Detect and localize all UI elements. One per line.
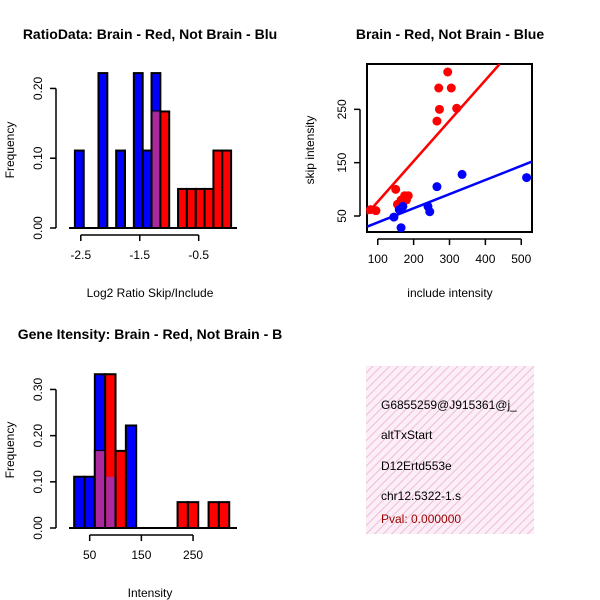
scatter-point-brain bbox=[432, 116, 442, 126]
intensity-y-tick-label: 0.00 bbox=[31, 516, 45, 540]
intensity-y-tick-label: 0.30 bbox=[31, 377, 45, 401]
ratio-bar-brain bbox=[177, 187, 188, 229]
ratio-x-tick-label: -2.5 bbox=[70, 248, 91, 262]
info-pval: Pval: 0.000000 bbox=[381, 512, 461, 526]
scatter-point-not-brain bbox=[425, 207, 435, 217]
intensity-x-tick-label: 50 bbox=[83, 548, 97, 562]
scatter-points bbox=[366, 67, 532, 233]
scatter-y-tick-label: 150 bbox=[335, 152, 349, 172]
ratio-bar-not-brain bbox=[73, 149, 85, 229]
scatter-point-brain bbox=[434, 104, 444, 114]
ratio-bar-overlap bbox=[152, 111, 160, 227]
scatter-point-not-brain bbox=[432, 182, 442, 192]
ratio-bar-brain bbox=[194, 187, 206, 229]
intensity-y-axis: 0.00 0.10 0.20 0.30 bbox=[31, 377, 57, 540]
ratio-bar-brain bbox=[159, 110, 171, 229]
ratio-chart-title: RatioData: Brain - Red, Not Brain - Blu bbox=[23, 26, 277, 42]
ratio-x-axis: -2.5 -1.5 -0.5 bbox=[70, 234, 209, 262]
intensity-histogram-panel: Gene Itensity: Brain - Red, Not Brain - … bbox=[3, 326, 282, 600]
scatter-x-tick-label: 300 bbox=[439, 252, 459, 266]
scatter-x-tick-label: 500 bbox=[511, 252, 531, 266]
intensity-bar-not-brain bbox=[83, 475, 96, 529]
scatter-y-tick-label: 50 bbox=[335, 209, 349, 223]
scatter-x-tick-label: 400 bbox=[475, 252, 495, 266]
ratio-x-tick-label: -1.5 bbox=[129, 248, 150, 262]
intensity-y-axis-label: Frequency bbox=[3, 422, 17, 479]
scatter-point-brain bbox=[371, 206, 381, 216]
scatter-x-tick-label: 100 bbox=[368, 252, 388, 266]
intensity-bars bbox=[69, 373, 237, 530]
scatter-chart-title: Brain - Red, Not Brain - Blue bbox=[356, 26, 544, 42]
scatter-plot-frame bbox=[366, 63, 533, 233]
intensity-x-axis-label: Intensity bbox=[128, 586, 173, 600]
scatter-point-not-brain bbox=[522, 173, 532, 183]
intensity-x-axis: 50 150 250 bbox=[83, 534, 203, 562]
scatter-y-tick-label: 250 bbox=[335, 99, 349, 119]
scatter-point-brain bbox=[391, 184, 401, 194]
ratio-bars bbox=[69, 72, 237, 229]
scatter-point-not-brain bbox=[396, 223, 406, 233]
scatter-point-not-brain bbox=[457, 169, 467, 179]
scatter-point-brain bbox=[434, 83, 444, 93]
intensity-bar-brain bbox=[114, 449, 127, 529]
intensity-chart-title: Gene Itensity: Brain - Red, Not Brain - … bbox=[18, 326, 282, 342]
intensity-x-tick-label: 250 bbox=[183, 548, 203, 562]
info-accession: D12Ertd553e bbox=[381, 459, 452, 473]
scatter-y-axis-label: skip intensity bbox=[303, 116, 317, 185]
ratio-bar-not-brain bbox=[132, 72, 144, 229]
ratio-bar-not-brain bbox=[141, 149, 153, 229]
info-gene-id: G6855259@J915361@j_ bbox=[381, 398, 517, 412]
ratio-y-tick-label: 0.20 bbox=[31, 76, 45, 100]
ratio-bar-brain bbox=[203, 187, 215, 229]
intensity-bar-overlap bbox=[95, 450, 105, 527]
intensity-y-tick-label: 0.20 bbox=[31, 424, 45, 448]
info-event-type: altTxStart bbox=[381, 428, 433, 442]
intensity-bar-brain bbox=[217, 501, 231, 529]
intensity-bar-brain bbox=[176, 501, 189, 529]
intensity-bar-brain bbox=[207, 501, 220, 529]
scatter-point-not-brain bbox=[398, 201, 408, 211]
info-box-background bbox=[366, 366, 534, 534]
scatter-panel: Brain - Red, Not Brain - Blue include in… bbox=[303, 26, 544, 300]
info-panel: G6855259@J915361@j_ altTxStart D12Ertd55… bbox=[366, 366, 534, 534]
ratio-bar-brain bbox=[221, 149, 233, 229]
scatter-point-brain bbox=[443, 67, 453, 77]
ratio-histogram-panel: RatioData: Brain - Red, Not Brain - Blu … bbox=[3, 26, 277, 300]
intensity-bar-not-brain bbox=[73, 475, 86, 529]
scatter-x-axis-label: include intensity bbox=[407, 286, 492, 300]
scatter-point-brain bbox=[403, 191, 413, 201]
intensity-bar-overlap bbox=[106, 476, 115, 527]
intensity-x-tick-label: 150 bbox=[131, 548, 151, 562]
ratio-bar-brain bbox=[185, 187, 197, 229]
scatter-x-axis: 100 200 300 400 500 bbox=[368, 238, 532, 266]
scatter-x-tick-label: 200 bbox=[404, 252, 424, 266]
scatter-fit-brain bbox=[366, 63, 501, 215]
intensity-bar-brain bbox=[186, 501, 200, 529]
intensity-y-tick-label: 0.10 bbox=[31, 470, 45, 494]
ratio-bar-not-brain bbox=[97, 72, 109, 229]
ratio-x-tick-label: -0.5 bbox=[188, 248, 209, 262]
info-location: chr12.5322-1.s bbox=[381, 489, 461, 503]
ratio-x-axis-label: Log2 Ratio Skip/Include bbox=[87, 286, 214, 300]
ratio-y-tick-label: 0.00 bbox=[31, 216, 45, 240]
scatter-point-brain bbox=[446, 83, 456, 93]
scatter-y-axis: 50 150 250 bbox=[335, 99, 361, 223]
ratio-y-tick-label: 0.10 bbox=[31, 146, 45, 170]
ratio-bar-not-brain bbox=[115, 149, 127, 229]
scatter-point-brain bbox=[452, 103, 462, 113]
ratio-y-axis: 0.00 0.10 0.20 bbox=[31, 76, 57, 240]
ratio-bar-brain bbox=[212, 149, 224, 229]
ratio-y-axis-label: Frequency bbox=[3, 122, 17, 179]
scatter-point-not-brain bbox=[389, 212, 399, 222]
intensity-bar-not-brain bbox=[124, 424, 138, 529]
